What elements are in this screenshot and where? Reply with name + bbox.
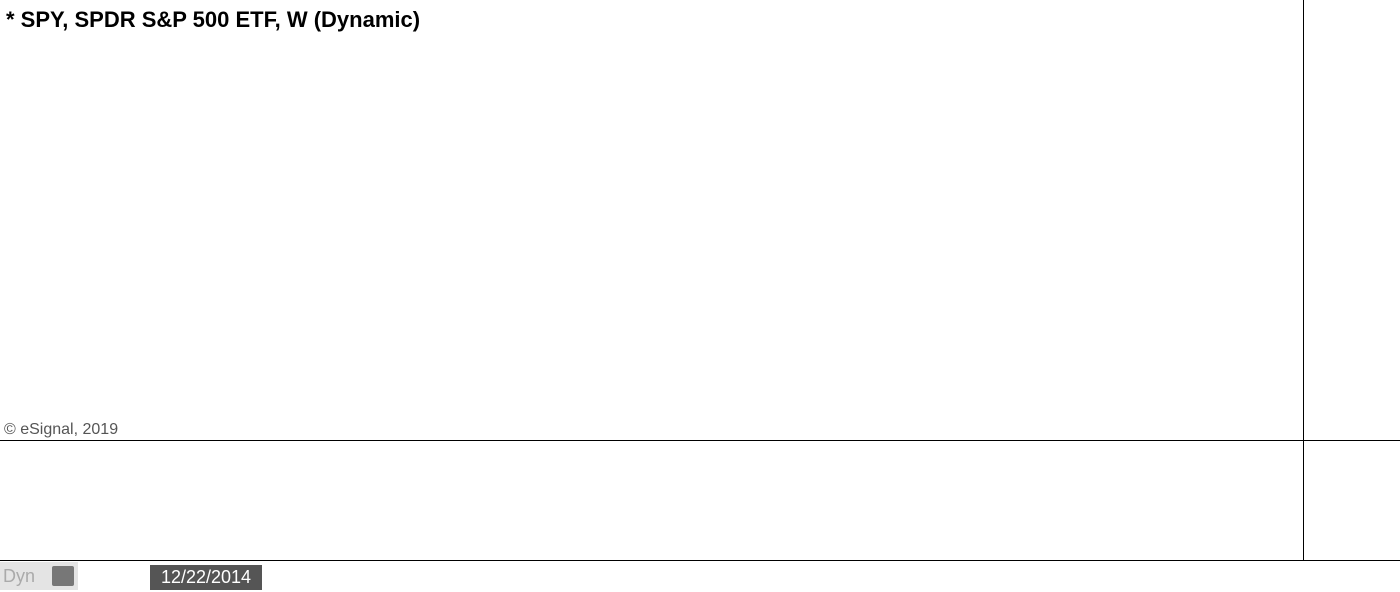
mode-icon[interactable] (52, 566, 74, 586)
cursor-date-box (150, 565, 262, 590)
mode-label[interactable]: Dyn (3, 566, 35, 586)
chart-title: * SPY, SPDR S&P 500 ETF, W (Dynamic) (6, 7, 420, 32)
watermark: © eSignal, 2019 (4, 421, 118, 438)
cursor-date: 12/22/2014 (161, 567, 251, 587)
